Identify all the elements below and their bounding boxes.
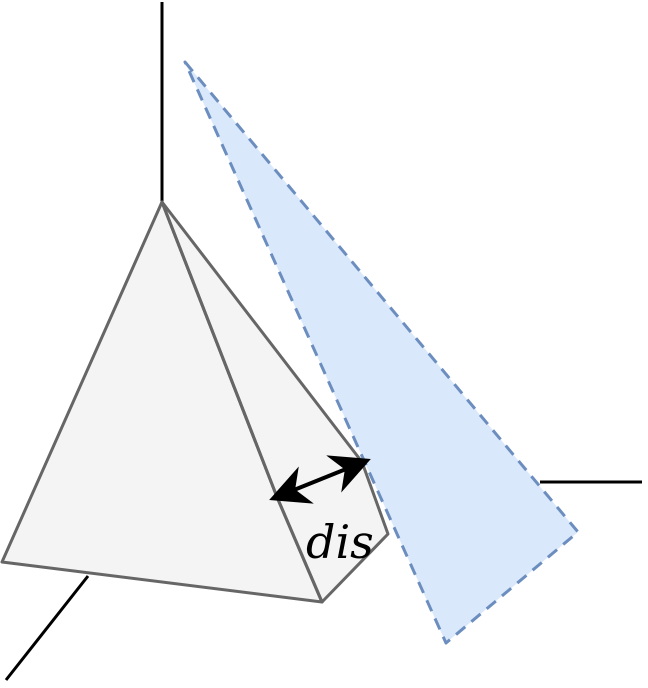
tetrahedron-front-edge	[160, 200, 279, 499]
distance-label: dis	[306, 515, 374, 569]
plane-triangle	[183, 60, 580, 645]
tetrahedron-front-edge-lower	[275, 495, 324, 604]
distance-arrow	[269, 455, 371, 504]
x-axis	[4, 575, 90, 681]
